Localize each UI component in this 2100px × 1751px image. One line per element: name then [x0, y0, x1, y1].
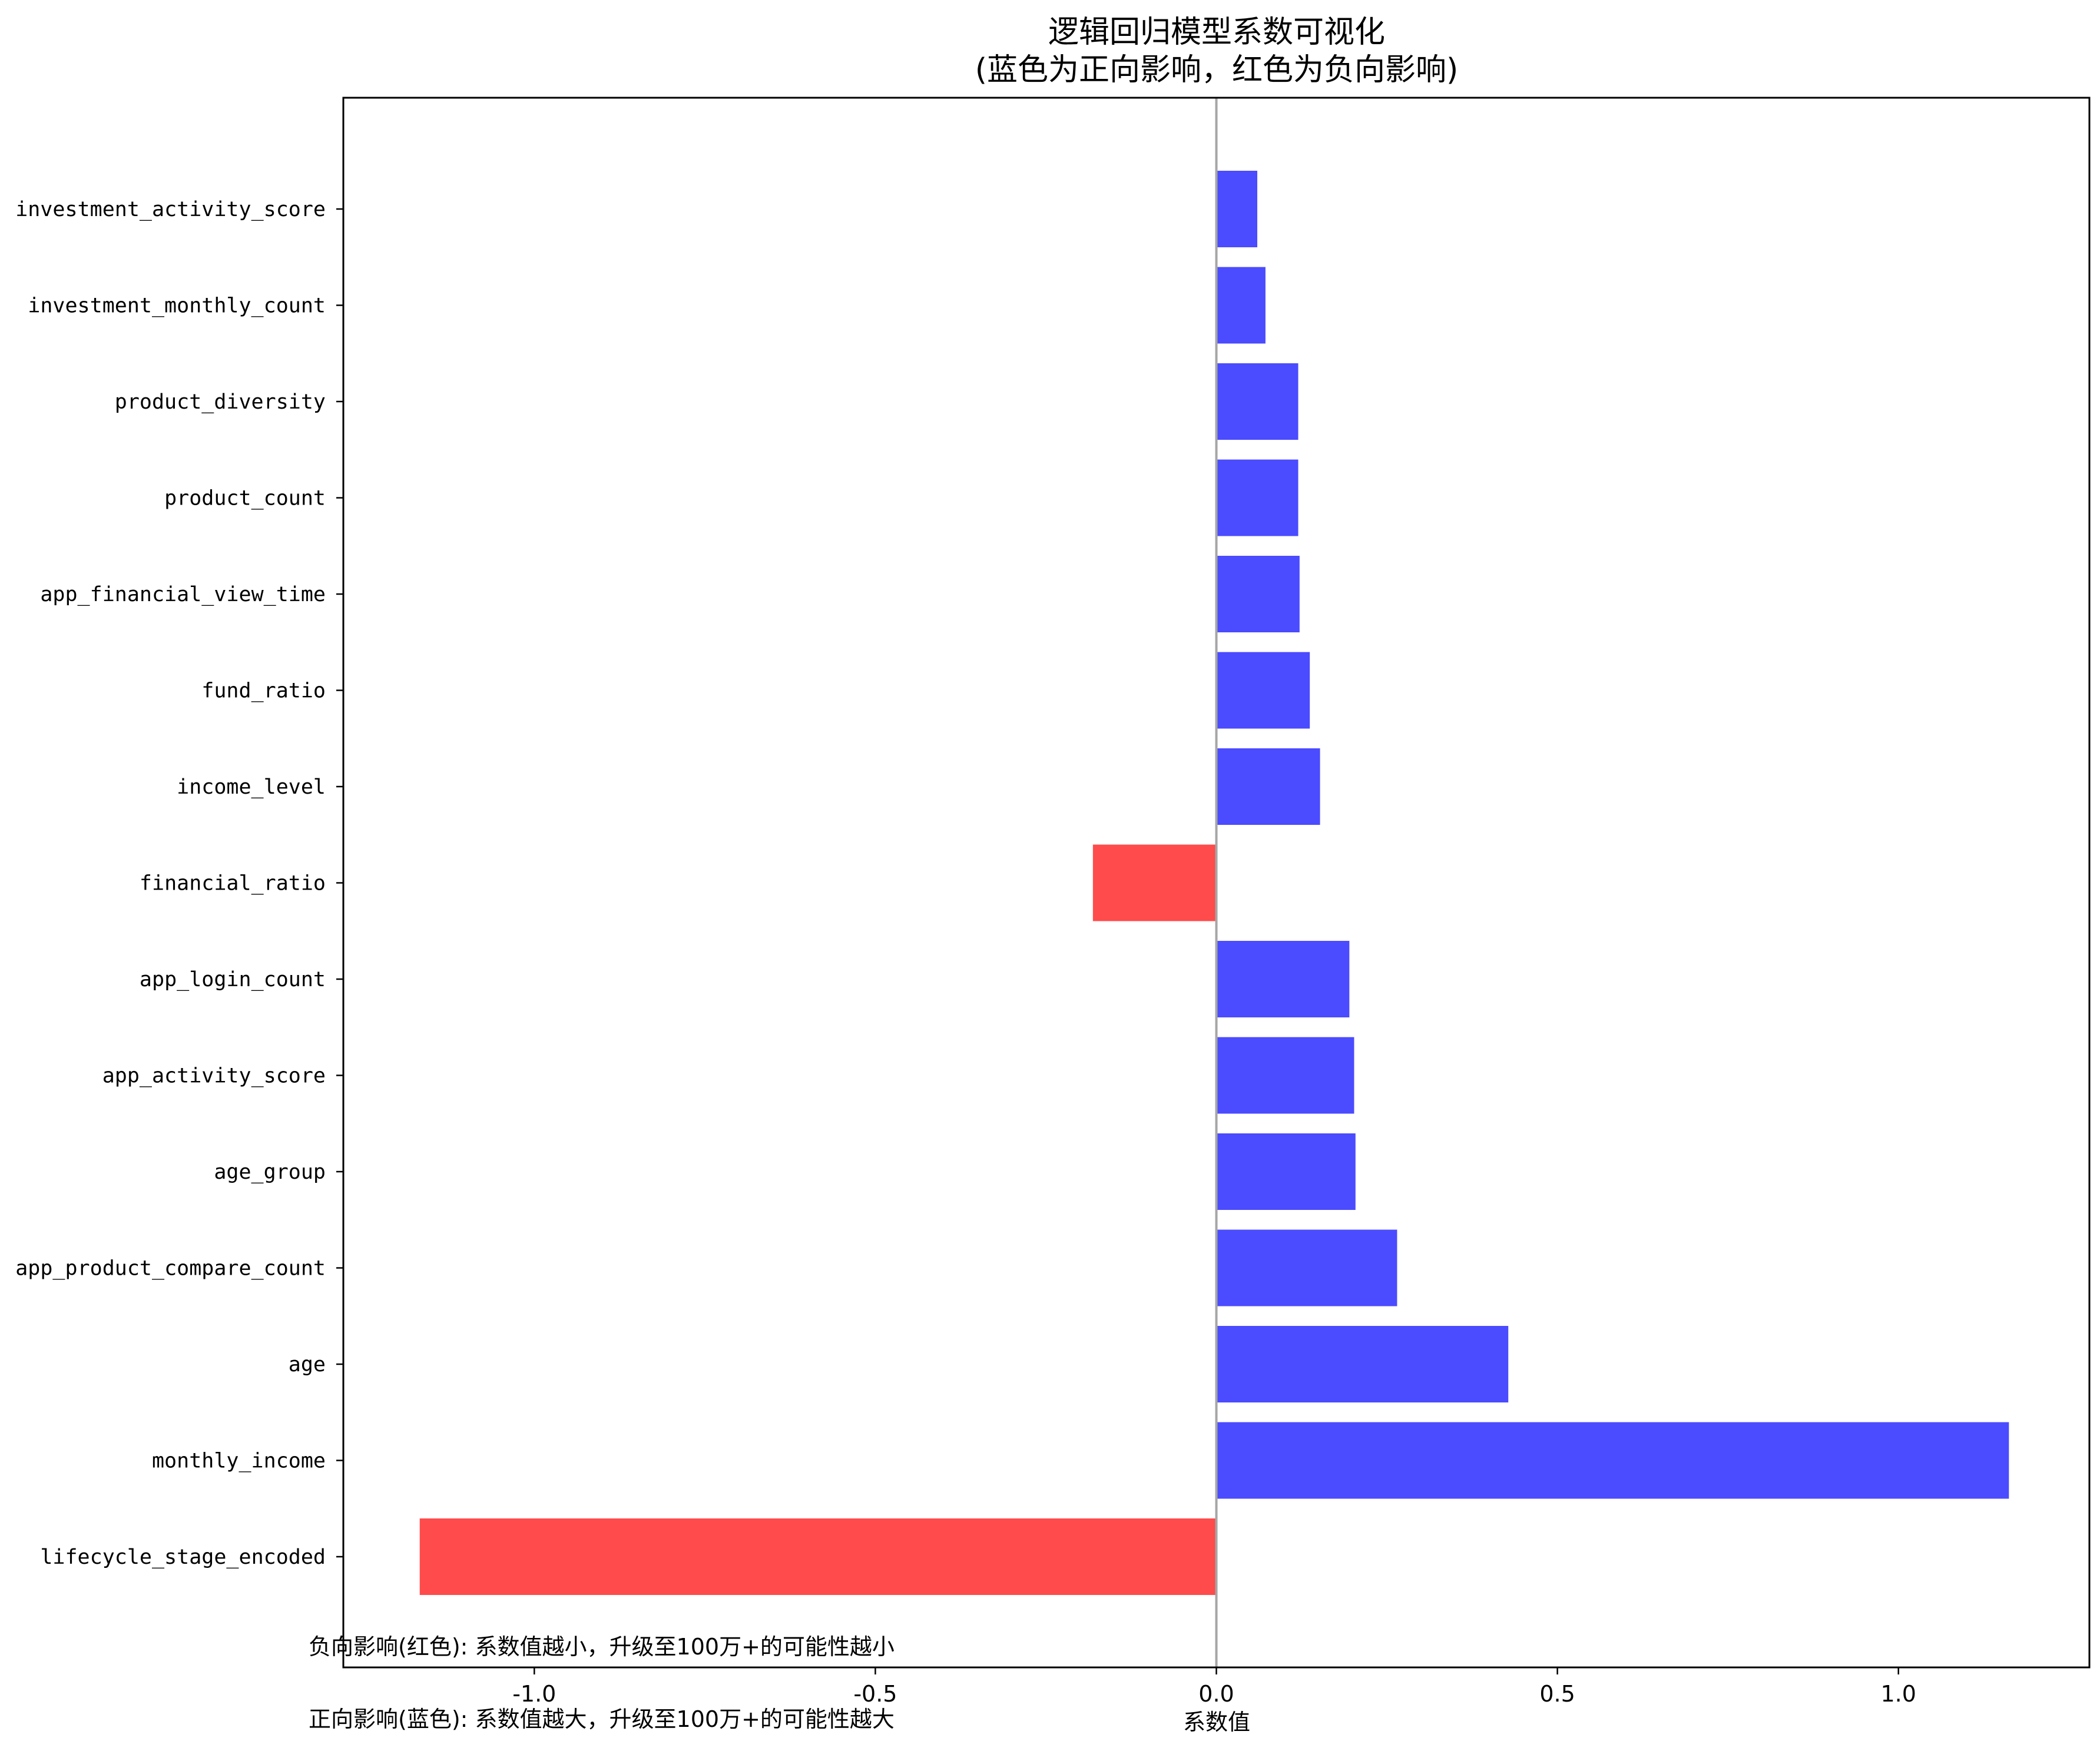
bar-product-diversity: [1216, 363, 1299, 440]
x-tick-label: -0.5: [853, 1681, 897, 1707]
bar-investment-activity-score: [1216, 171, 1257, 247]
chart-subtitle: (蓝色为正向影响，红色为负向影响): [975, 52, 1459, 88]
bar-financial-ratio: [1092, 844, 1217, 921]
y-tick-label: app_login_count: [140, 968, 326, 991]
y-tick-label: age: [289, 1353, 326, 1377]
bar-income-level: [1216, 748, 1320, 825]
y-tick-label: investment_monthly_count: [28, 294, 326, 318]
y-tick-label: income_level: [177, 775, 326, 799]
bars-layer: [419, 171, 2009, 1595]
y-tick-label: product_count: [164, 487, 326, 510]
x-tick-label: -1.0: [512, 1681, 556, 1707]
bar-monthly-income: [1216, 1422, 2009, 1499]
y-tick-label: financial_ratio: [140, 872, 326, 896]
bar-product-count: [1216, 459, 1299, 536]
x-tick-label: 0.0: [1198, 1681, 1234, 1707]
x-tick-label: 0.5: [1539, 1681, 1575, 1707]
bar-fund-ratio: [1216, 652, 1310, 729]
bar-age: [1216, 1326, 1509, 1402]
x-axis-label: 系数值: [1183, 1709, 1250, 1735]
negative-effect-note: 负向影响(红色): 系数值越小，升级至100万+的可能性越小: [309, 1634, 895, 1660]
y-tick-label: age_group: [214, 1160, 326, 1184]
y-tick-label: monthly_income: [152, 1450, 326, 1473]
y-tick-label: lifecycle_stage_encoded: [40, 1546, 326, 1569]
bar-age-group: [1216, 1133, 1356, 1210]
y-tick-label: fund_ratio: [201, 679, 326, 703]
positive-effect-note: 正向影响(蓝色): 系数值越大，升级至100万+的可能性越大: [309, 1706, 895, 1732]
bar-app-product-compare-count: [1216, 1229, 1397, 1306]
x-axis-ticks: -1.0 -0.5 0.0 0.5 1.0: [512, 1667, 1916, 1707]
y-tick-label: app_activity_score: [102, 1064, 326, 1088]
bar-app-financial-view-time: [1216, 556, 1300, 632]
chart-title: 逻辑回归模型系数可视化: [1048, 15, 1385, 50]
y-tick-label: product_diversity: [115, 390, 326, 414]
plot-area-frame: [342, 97, 2091, 1669]
bar-lifecycle-stage-encoded: [419, 1518, 1217, 1595]
y-tick-label: app_product_compare_count: [15, 1257, 326, 1281]
bar-investment-monthly-count: [1216, 267, 1266, 344]
y-axis-ticks: investment_activity_score investment_mont…: [15, 198, 343, 1569]
bar-app-login-count: [1216, 941, 1350, 1017]
x-tick-label: 1.0: [1880, 1681, 1916, 1707]
y-tick-label: app_financial_view_time: [40, 583, 326, 606]
bar-app-activity-score: [1216, 1037, 1354, 1114]
y-tick-label: investment_activity_score: [15, 198, 326, 221]
